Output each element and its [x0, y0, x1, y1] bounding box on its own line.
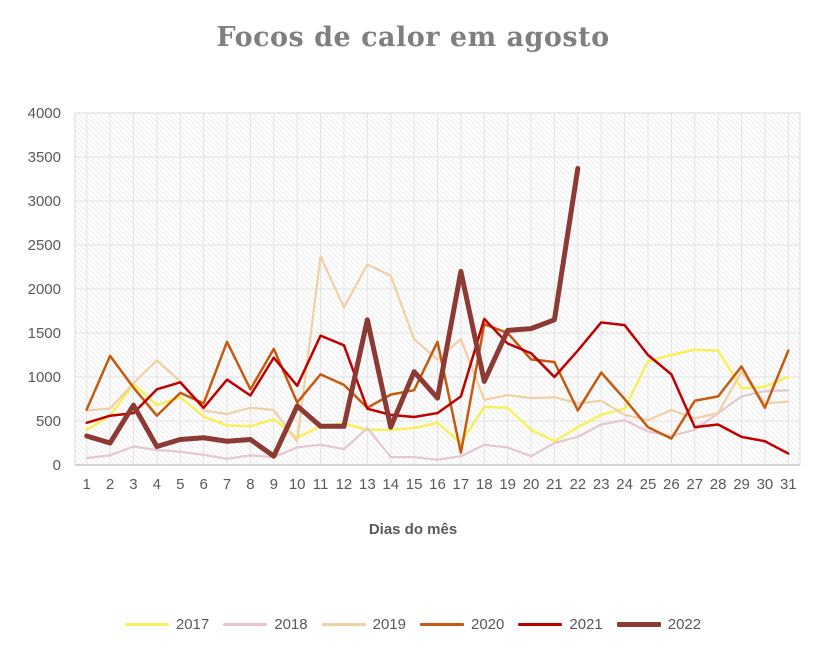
- chart-legend: 2017 2018 2019 2020 2021 2022: [0, 616, 826, 633]
- x-tick-label: 20: [523, 476, 540, 493]
- x-tick-label: 17: [453, 476, 470, 493]
- legend-swatch-2019: [321, 623, 366, 626]
- series-line-2021: [85, 317, 790, 455]
- x-tick-label: 10: [289, 476, 306, 493]
- x-tick-label: 14: [382, 476, 399, 493]
- legend-label-2020: 2020: [471, 616, 505, 633]
- x-tick-label: 25: [640, 476, 657, 493]
- legend-swatch-2022: [616, 622, 661, 627]
- x-tick-label: 26: [663, 476, 680, 493]
- y-tick-label: 2500: [28, 237, 61, 254]
- x-tick-label: 19: [499, 476, 516, 493]
- x-tick-label: 28: [710, 476, 727, 493]
- x-tick-label: 7: [223, 476, 231, 493]
- legend-swatch-2021: [518, 623, 563, 626]
- x-tick-label: 3: [129, 476, 137, 493]
- x-tick-label: 4: [153, 476, 161, 493]
- series-line-2022: [84, 165, 581, 459]
- series-line-2019: [85, 255, 790, 443]
- y-tick-label: 1500: [28, 325, 61, 342]
- legend-label-2019: 2019: [372, 616, 406, 633]
- legend-label-2021: 2021: [569, 616, 603, 633]
- chart-title: Focos de calor em agosto: [216, 22, 610, 53]
- y-tick-label: 500: [36, 413, 61, 430]
- y-tick-label: 4000: [28, 105, 61, 122]
- series-line-2017: [85, 348, 790, 445]
- y-tick-label: 3500: [28, 149, 61, 166]
- legend-item-2019: 2019: [321, 616, 406, 633]
- y-tick-label: 1000: [28, 369, 61, 386]
- x-axis-title: Dias do mês: [368, 521, 458, 538]
- legend-item-2021: 2021: [518, 616, 603, 633]
- x-tick-label: 5: [176, 476, 184, 493]
- y-tick-label: 2000: [28, 281, 61, 298]
- legend-item-2017: 2017: [124, 616, 210, 633]
- legend-swatch-2018: [223, 623, 268, 626]
- legend-item-2020: 2020: [420, 616, 504, 633]
- x-tick-label: 31: [780, 476, 797, 493]
- y-tick-label: 3000: [28, 193, 61, 210]
- y-tick-label: 0: [53, 457, 61, 474]
- x-tick-label: 13: [359, 476, 376, 493]
- x-tick-label: 15: [406, 476, 423, 493]
- x-tick-label: 23: [593, 476, 610, 493]
- x-tick-label: 8: [246, 476, 254, 493]
- legend-swatch-2017: [124, 623, 169, 626]
- x-tick-label: 21: [546, 476, 563, 493]
- legend-label-2017: 2017: [175, 616, 210, 633]
- x-tick-label: 16: [429, 476, 446, 493]
- x-tick-label: 6: [199, 476, 207, 493]
- x-tick-label: 29: [733, 476, 750, 493]
- x-tick-label: 2: [106, 476, 114, 493]
- x-tick-label: 22: [569, 476, 586, 493]
- x-tick-label: 30: [757, 476, 774, 493]
- x-tick-label: 24: [616, 476, 633, 493]
- x-tick-label: 12: [336, 476, 353, 493]
- x-tick-label: 27: [686, 476, 703, 493]
- legend-label-2022: 2022: [667, 616, 702, 633]
- legend-swatch-2020: [420, 623, 464, 626]
- x-tick-label: 1: [83, 476, 91, 493]
- legend-label-2018: 2018: [274, 616, 308, 633]
- x-tick-label: 9: [270, 476, 278, 493]
- legend-item-2022: 2022: [616, 616, 702, 633]
- legend-item-2018: 2018: [223, 616, 308, 633]
- x-tick-label: 18: [476, 476, 493, 493]
- series-line-2018: [85, 389, 790, 461]
- series-line-2020: [85, 322, 790, 454]
- x-tick-label: 11: [313, 476, 329, 493]
